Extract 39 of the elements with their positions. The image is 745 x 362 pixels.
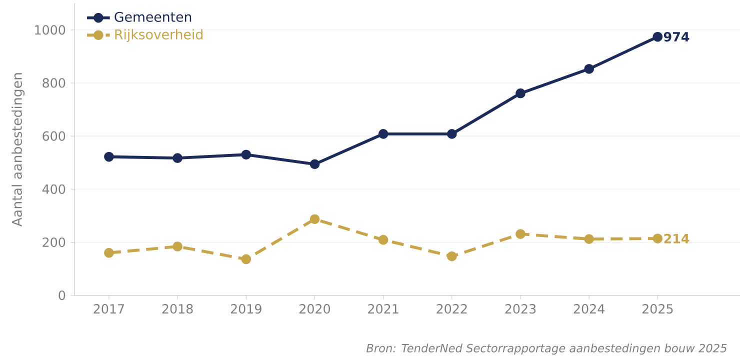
legend-label: Rijksoverheid: [115, 29, 202, 42]
x-tick-label: 2018: [162, 304, 193, 314]
x-tick-label: 2024: [574, 304, 604, 314]
x-tick-label: 2020: [300, 304, 330, 314]
point: [584, 64, 594, 74]
point: [104, 152, 114, 162]
y-tick-label: 400: [42, 184, 66, 194]
point: [104, 248, 114, 258]
point: [241, 254, 252, 264]
point: [378, 129, 388, 139]
x-tick-label: 2022: [436, 304, 467, 314]
point: [172, 153, 182, 164]
x-tick-label: 2025: [642, 304, 673, 314]
point: [378, 234, 388, 245]
legend-label: Gemeenten: [114, 12, 192, 22]
x-tick-label: 2019: [230, 304, 262, 314]
data-label: 974: [664, 32, 690, 42]
point: [516, 229, 526, 239]
x-tick-label: 2017: [94, 304, 124, 314]
point: [652, 32, 663, 42]
text: Bron: TenderNed Sectorrapportage aanbestedingen bouw 2025: [366, 344, 727, 355]
y-tick-label: 1000: [35, 25, 66, 35]
x-tick-label: 2021: [368, 304, 398, 314]
x-tick-label: 2023: [505, 304, 536, 314]
point: [310, 159, 320, 170]
point: [446, 129, 457, 139]
y-axis-title: Aantal aanbestedingen: [12, 73, 25, 227]
point: [516, 88, 526, 98]
point: [241, 150, 252, 160]
point: [310, 214, 320, 224]
point: [446, 251, 457, 262]
y-tick-label: 800: [42, 78, 66, 88]
data-label: 214: [664, 234, 690, 244]
y-tick-label: 600: [42, 131, 66, 141]
point: [172, 242, 182, 252]
y-tick-label: 0: [58, 290, 66, 300]
point: [652, 234, 663, 244]
y-tick-label: 200: [42, 237, 66, 248]
point: [584, 234, 594, 244]
